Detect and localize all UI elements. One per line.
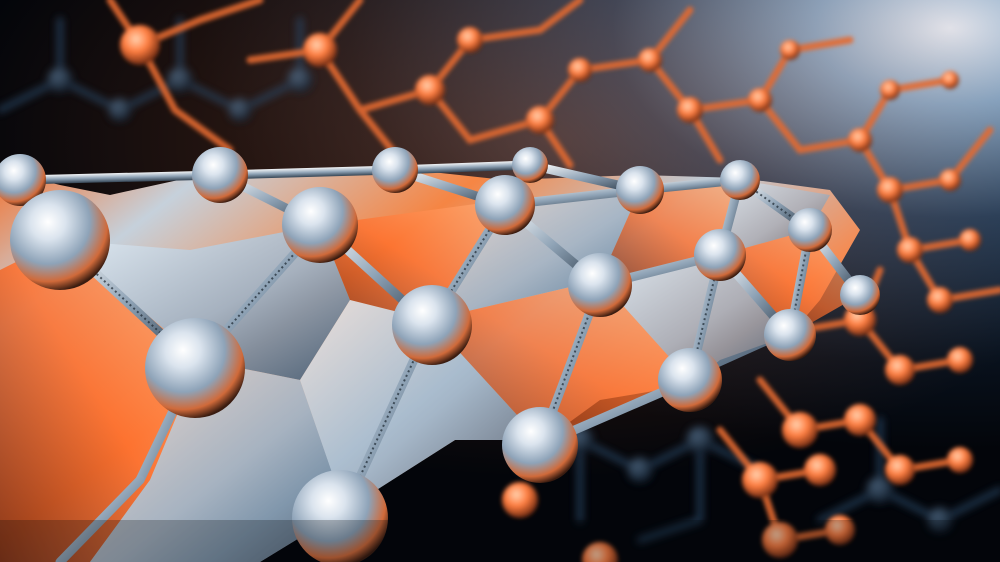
atom: [10, 190, 110, 290]
atom: [392, 285, 472, 365]
facet: [430, 190, 640, 320]
atom: [658, 348, 722, 412]
facet: [320, 200, 505, 320]
facet: [430, 280, 690, 440]
graphene-sheet: [0, 147, 880, 562]
atom: [145, 318, 245, 418]
atom: [694, 229, 746, 281]
atom: [282, 187, 358, 263]
atom: [764, 309, 816, 361]
facet: [90, 360, 345, 562]
atom: [840, 275, 880, 315]
atom: [512, 147, 548, 183]
facet: [720, 180, 830, 255]
facet: [60, 225, 350, 380]
facet: [300, 300, 540, 510]
atom: [0, 154, 46, 206]
atoms: [0, 147, 880, 562]
atom: [616, 166, 664, 214]
atom: [372, 147, 418, 193]
atom: [292, 470, 388, 562]
atom: [568, 253, 632, 317]
atom: [192, 147, 248, 203]
atom: [720, 160, 760, 200]
atom: [475, 175, 535, 235]
vignette: [0, 520, 1000, 562]
atom: [502, 407, 578, 483]
atom: [788, 208, 832, 252]
